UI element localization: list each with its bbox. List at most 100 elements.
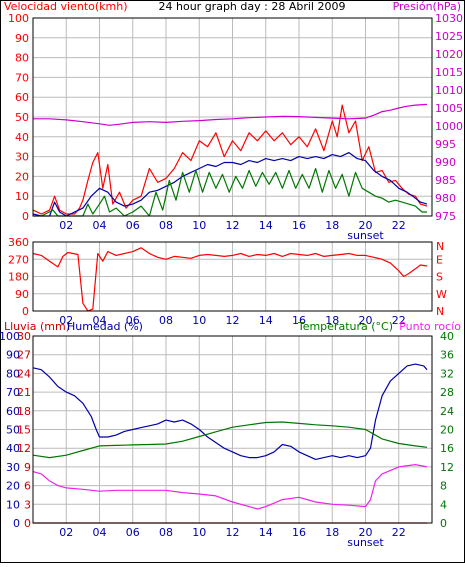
temperature-axis-label: 4 (440, 498, 447, 511)
rain-axis-label: 9 (24, 461, 31, 474)
pressure-axis-label: 975 (435, 210, 456, 223)
humidity-axis-label: 20 (6, 480, 20, 493)
wind-axis-label: 30 (15, 151, 29, 164)
compass-label: W (436, 288, 447, 301)
compass-label: E (436, 253, 443, 266)
wind-avg-line (32, 152, 428, 217)
rain-axis-label: 18 (17, 405, 31, 418)
wind-axis-label: 50 (15, 111, 29, 124)
direction-axis-label: 0 (22, 305, 29, 318)
rain-axis-label: 12 (17, 442, 31, 455)
humidity-axis-label: 90 (6, 349, 20, 362)
wind-min-line (33, 167, 427, 217)
direction-axis-label: 180 (8, 271, 29, 284)
pressure-line (33, 103, 428, 126)
x-tick-label: 20 (359, 526, 373, 539)
humidity-axis-label: 60 (6, 405, 20, 418)
x-tick-label: 06 (126, 314, 140, 327)
x-tick-label: 18 (325, 526, 339, 539)
x-tick-label: 08 (159, 219, 173, 232)
wind-axis-label: 60 (15, 91, 29, 104)
temperature-axis-label: 8 (440, 480, 447, 493)
x-tick-label: 02 (59, 219, 73, 232)
x-tick-label: 22 (392, 314, 406, 327)
direction-axis-label: 360 (8, 236, 29, 249)
pressure-axis-label: 995 (435, 138, 456, 151)
temperature-axis-label: 20 (440, 424, 454, 437)
x-tick-label: 02 (59, 314, 73, 327)
wind-title: Velocidad viento(kmh) (4, 0, 128, 13)
humidity-axis-label: 50 (6, 424, 20, 437)
rain-axis-label: 15 (17, 424, 31, 437)
x-tick-label: 16 (292, 314, 306, 327)
pressure-axis-label: 1000 (435, 120, 463, 133)
x-tick-label: 22 (392, 219, 406, 232)
x-tick-label: 18 (325, 219, 339, 232)
compass-label: N (436, 240, 444, 253)
x-tick-label: 10 (192, 526, 206, 539)
x-tick-label: 22 (392, 526, 406, 539)
temperature-axis-label: 16 (440, 442, 454, 455)
wind-dir-line (32, 247, 428, 312)
rain-title: Lluvia (mm) (4, 320, 70, 333)
x-tick-label: 08 (159, 526, 173, 539)
temperature-axis-label: 24 (440, 405, 454, 418)
wind-axis-label: 90 (15, 32, 29, 45)
temperature-axis-label: 28 (440, 386, 454, 399)
rain-axis-label: 6 (24, 480, 31, 493)
humidity-axis-label: 80 (6, 367, 20, 380)
chart3-labels: 0102030405060708090100036912151821242730… (0, 330, 454, 549)
wind-axis-label: 10 (15, 190, 29, 203)
temperature-line (32, 421, 428, 459)
sunset-label: sunset (347, 229, 384, 242)
x-tick-label: 14 (259, 219, 273, 232)
rain-axis-label: 30 (17, 330, 31, 343)
pressure-axis-label: 1025 (435, 30, 463, 43)
temperature-axis-label: 40 (440, 330, 454, 343)
pressure-axis-label: 1015 (435, 66, 463, 79)
rain-axis-label: 27 (17, 349, 31, 362)
wind-axis-label: 100 (8, 12, 29, 25)
x-tick-label: 06 (126, 219, 140, 232)
direction-axis-label: 270 (8, 253, 29, 266)
pressure-axis-label: 1005 (435, 102, 463, 115)
wind-axis-label: 70 (15, 71, 29, 84)
temperature-axis-label: 0 (440, 517, 447, 530)
wind-axis-label: 40 (15, 131, 29, 144)
x-tick-label: 02 (59, 526, 73, 539)
compass-label: N (436, 305, 444, 318)
pressure-axis-label: 980 (435, 192, 456, 205)
humidity-axis-label: 0 (13, 517, 20, 530)
rain-axis-label: 3 (24, 498, 31, 511)
x-tick-label: 10 (192, 219, 206, 232)
wind-axis-label: 80 (15, 52, 29, 65)
pressure-axis-label: 1010 (435, 84, 463, 97)
x-tick-label: 12 (226, 314, 240, 327)
wind-axis-label: 0 (22, 210, 29, 223)
graph-title: 24 hour graph day : 28 Abril 2009 (159, 0, 346, 13)
humidity-line (32, 363, 428, 460)
x-tick-label: 04 (93, 219, 107, 232)
humidity-axis-label: 40 (6, 442, 20, 455)
x-tick-label: 20 (359, 314, 373, 327)
temperature-axis-label: 12 (440, 461, 454, 474)
x-tick-label: 18 (325, 314, 339, 327)
x-tick-label: 04 (93, 314, 107, 327)
temperature-title: Temperatura (°C) (297, 320, 393, 333)
x-tick-label: 12 (226, 219, 240, 232)
pressure-axis-label: 1030 (435, 12, 463, 25)
chart1-series (32, 103, 428, 217)
x-tick-label: 14 (259, 526, 273, 539)
pressure-title: Presión(hPa) (393, 0, 461, 13)
temperature-axis-label: 36 (440, 349, 454, 362)
humidity-axis-label: 30 (6, 461, 20, 474)
rain-axis-label: 21 (17, 386, 31, 399)
x-tick-label: 10 (192, 314, 206, 327)
humidity-axis-label: 100 (0, 330, 20, 343)
x-tick-label: 06 (126, 526, 140, 539)
x-tick-label: 14 (259, 314, 273, 327)
pressure-axis-label: 1020 (435, 48, 463, 61)
temperature-axis-label: 32 (440, 367, 454, 380)
